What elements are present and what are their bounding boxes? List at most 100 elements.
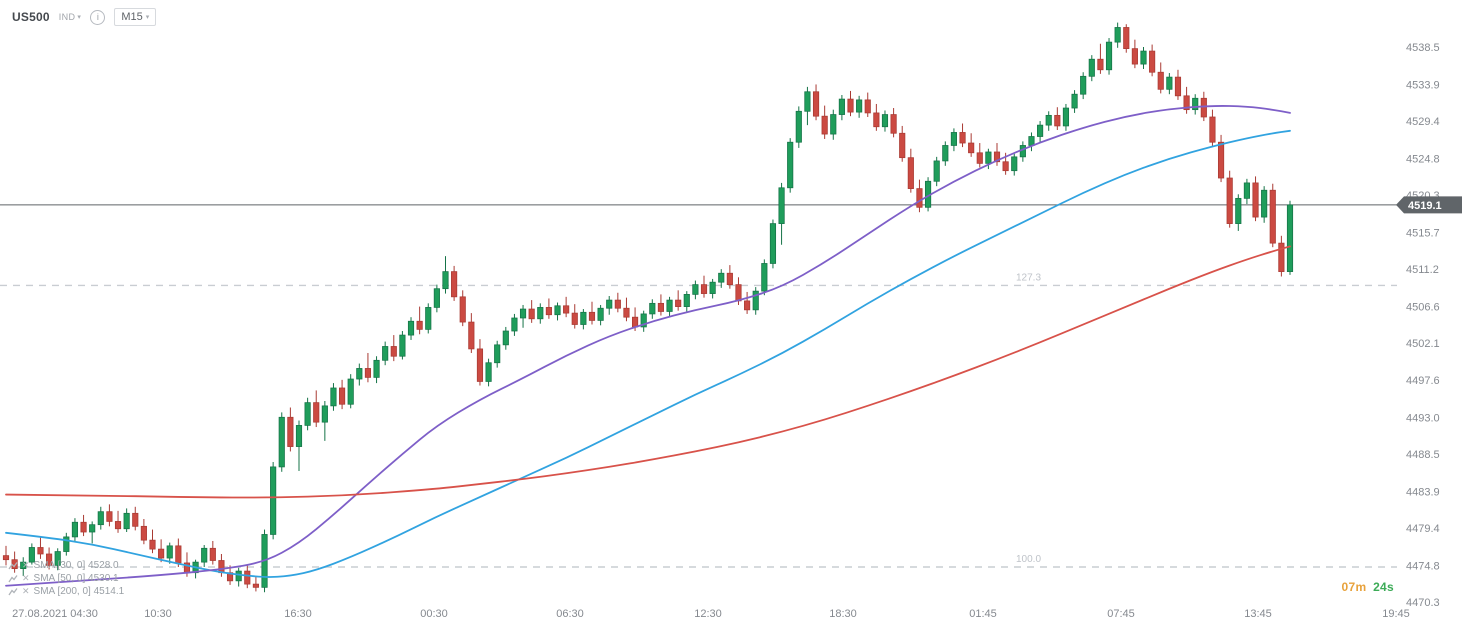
candle-body xyxy=(795,110,802,143)
time-axis[interactable] xyxy=(0,604,1466,634)
price-tick-label: 4529.4 xyxy=(1406,116,1440,128)
ma-line-sma50 xyxy=(5,105,1291,587)
candle-body xyxy=(761,263,768,292)
candle-body xyxy=(519,308,527,319)
info-icon[interactable]: i xyxy=(90,9,106,25)
remove-indicator-icon[interactable]: ✕ xyxy=(22,560,30,570)
candle-body xyxy=(511,317,518,332)
candle-body xyxy=(1261,189,1268,218)
candle-body xyxy=(347,378,354,405)
candle-body xyxy=(1217,141,1225,179)
candle-body xyxy=(1037,124,1044,137)
candle-body xyxy=(158,548,165,559)
candle-body xyxy=(459,296,466,323)
candle-body xyxy=(1183,95,1190,111)
time-tick-label: 13:45 xyxy=(1244,608,1272,620)
candle-body xyxy=(873,112,880,128)
candle-body xyxy=(649,302,656,315)
candle-body xyxy=(295,425,303,447)
indicator-line-icon[interactable] xyxy=(8,561,18,571)
candle-body xyxy=(614,299,621,309)
price-tick-label: 4506.6 xyxy=(1406,302,1440,314)
candle-body xyxy=(252,583,259,588)
candle-body xyxy=(744,300,751,311)
candle-body xyxy=(1235,197,1242,224)
candle-body xyxy=(442,271,449,290)
time-tick-label: 27.08.2021 04:30 xyxy=(12,608,98,620)
instrument-type-label: IND xyxy=(58,12,76,22)
candle-body xyxy=(588,311,596,321)
price-tick-label: 4488.5 xyxy=(1406,449,1440,461)
price-tick-label: 4483.9 xyxy=(1406,486,1440,498)
candle-body xyxy=(485,362,492,382)
time-tick-label: 01:45 xyxy=(969,608,997,620)
candle-body xyxy=(364,368,372,378)
candle-body xyxy=(321,405,328,423)
candle-body xyxy=(80,521,87,533)
candle-body xyxy=(63,536,70,552)
candle-body xyxy=(1157,71,1164,90)
time-tick-label: 12:30 xyxy=(694,608,722,620)
candle-body xyxy=(856,99,863,113)
candle-body xyxy=(890,114,897,134)
price-tick-label: 4511.2 xyxy=(1406,264,1439,276)
candle-body xyxy=(1054,114,1061,127)
time-tick-label: 00:30 xyxy=(420,608,448,620)
candle-body xyxy=(847,98,854,113)
indicator-line-icon[interactable] xyxy=(8,587,18,597)
indicator-row: ✕ SMA [30, 0] 4528.0 xyxy=(8,559,124,572)
candle-body xyxy=(433,288,440,308)
time-tick-label: 10:30 xyxy=(144,608,172,620)
candle-body xyxy=(1011,156,1018,172)
candle-body xyxy=(563,305,570,314)
indicator-row: ✕ SMA [50, 0] 4530.1 xyxy=(8,572,124,585)
candle-body xyxy=(1192,97,1199,111)
price-axis[interactable] xyxy=(1398,0,1466,604)
candle-body xyxy=(382,346,389,361)
candle-body xyxy=(623,307,630,318)
candle-body xyxy=(537,307,544,320)
candle-body xyxy=(106,511,113,522)
instrument-type-dropdown[interactable]: IND ▾ xyxy=(59,12,82,22)
candle-body xyxy=(1131,48,1138,65)
indicator-line-icon[interactable] xyxy=(8,574,18,584)
candle-body xyxy=(313,402,320,423)
candle-body xyxy=(916,188,923,208)
candle-body xyxy=(287,416,294,447)
candle-body xyxy=(709,281,716,294)
ma-line-sma200 xyxy=(5,245,1291,499)
candle-body xyxy=(1002,161,1009,172)
candle-body xyxy=(700,284,708,294)
candle-body xyxy=(46,553,53,566)
candle-body xyxy=(278,416,285,468)
candle-body xyxy=(950,132,957,146)
remove-indicator-icon[interactable]: ✕ xyxy=(22,573,30,583)
time-tick-label: 07:45 xyxy=(1107,608,1135,620)
timeframe-dropdown[interactable]: M15 ▾ xyxy=(114,8,157,26)
candle-body xyxy=(20,561,27,570)
candle-body xyxy=(1140,50,1147,65)
candle-body xyxy=(968,142,975,154)
fib-level-label: 100.0 xyxy=(1016,554,1041,565)
candle-body xyxy=(1062,107,1070,127)
symbol-label: US500 xyxy=(12,10,50,24)
candle-body xyxy=(1269,189,1276,244)
indicator-label: SMA [200, 0] 4514.1 xyxy=(33,586,125,597)
remove-indicator-icon[interactable]: ✕ xyxy=(22,586,30,596)
candle-body xyxy=(1209,116,1216,143)
countdown-seconds: 24s xyxy=(1373,580,1394,594)
candle-body xyxy=(899,132,906,159)
candle-body xyxy=(683,294,690,307)
candle-body xyxy=(528,308,535,320)
time-tick-label: 06:30 xyxy=(556,608,584,620)
candle-body xyxy=(502,330,509,346)
candle-body xyxy=(356,368,363,380)
candle-body xyxy=(1123,27,1130,50)
current-price-value: 4519.1 xyxy=(1408,200,1442,212)
price-tick-label: 4497.6 xyxy=(1406,375,1440,387)
candle-body xyxy=(373,359,380,378)
candle-body xyxy=(451,271,458,298)
candle-body xyxy=(881,114,889,128)
